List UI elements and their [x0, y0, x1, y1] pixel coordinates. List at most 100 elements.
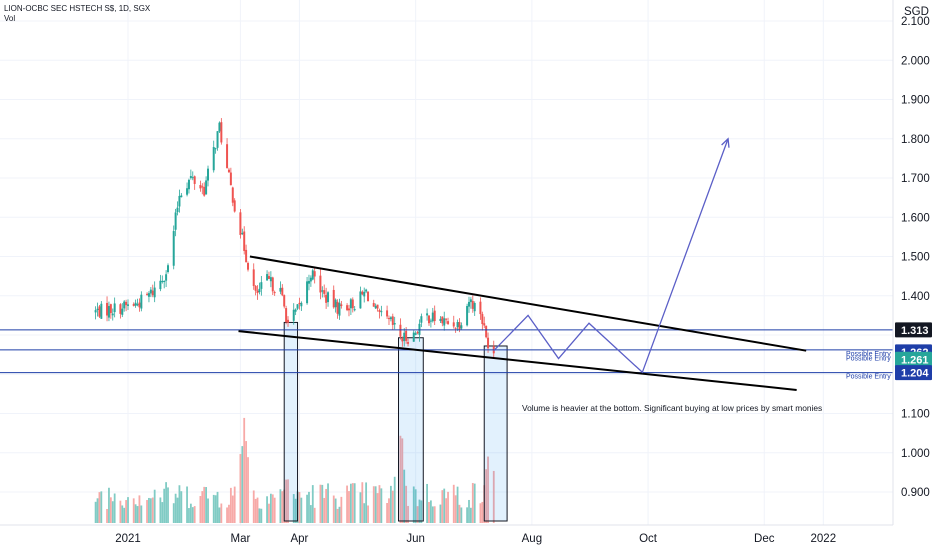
- volume-bar: [151, 497, 154, 523]
- price-axis: 2.100 2.000 1.900 1.800 1.700 1.600 1.500 1.400…: [892, 0, 930, 525]
- candle-body: [471, 300, 474, 309]
- volume-bar: [176, 497, 179, 523]
- volume-bar: [119, 500, 122, 523]
- volume-bar: [148, 497, 150, 523]
- candle-body: [292, 309, 295, 321]
- volume-bar: [268, 503, 270, 523]
- candle-body: [386, 310, 389, 317]
- candle-body: [439, 318, 442, 321]
- volume-bar: [405, 485, 408, 523]
- candle-body: [378, 310, 381, 312]
- volume-bar: [471, 482, 474, 523]
- candle-body: [311, 270, 314, 280]
- candle-body: [273, 292, 276, 294]
- x-tick-label: Oct: [639, 533, 658, 545]
- forecast-arrowhead: [721, 137, 730, 148]
- candle-body: [361, 291, 364, 295]
- candle-body: [433, 310, 436, 322]
- volume-bar: [443, 488, 446, 523]
- candle-body: [187, 179, 190, 190]
- volume-bar: [241, 446, 244, 523]
- volume-bar: [466, 507, 468, 523]
- candle-body: [266, 274, 269, 281]
- volume-bar: [94, 501, 97, 523]
- candle-body: [256, 290, 259, 293]
- candle-body: [96, 308, 99, 310]
- volume-bar: [285, 479, 288, 523]
- volume-bar: [376, 493, 379, 523]
- candle-body: [127, 304, 129, 306]
- candle-body: [191, 177, 194, 179]
- y-tick-label: 1.700: [901, 173, 930, 185]
- candle-body: [338, 302, 341, 316]
- volume-bar: [431, 506, 434, 523]
- forecast-path: [493, 137, 730, 374]
- volume-bar: [412, 486, 415, 523]
- price-candles: [94, 118, 495, 360]
- candle-body: [260, 282, 263, 289]
- candle-body: [281, 287, 284, 296]
- volume-bar: [323, 497, 326, 523]
- volume-bar: [426, 483, 428, 523]
- volume-annotation: Volume is heavier at the bottom. Signifi…: [522, 403, 822, 413]
- candle-body: [456, 322, 459, 328]
- volume-bar: [256, 497, 259, 523]
- volume-bar: [220, 503, 223, 523]
- volume-bar: [365, 482, 368, 523]
- volume-bar: [271, 494, 274, 523]
- candle-body: [347, 308, 350, 311]
- candle-body: [186, 188, 189, 195]
- candle-body: [403, 332, 406, 341]
- candle-body: [426, 313, 429, 316]
- volume-bar: [399, 435, 402, 523]
- volume-bar: [106, 508, 108, 523]
- y-tick-label: 2.100: [901, 16, 930, 28]
- candle-body: [113, 303, 116, 313]
- price-badge: [895, 322, 932, 338]
- volume-bar: [321, 484, 324, 523]
- possible-entry-label: Possible Entry: [846, 374, 891, 381]
- candle-body: [349, 299, 352, 309]
- candle-body: [353, 309, 356, 311]
- candle-body: [254, 285, 257, 291]
- candle-body: [389, 317, 392, 320]
- candle-body: [245, 249, 248, 263]
- volume-bar: [266, 496, 268, 523]
- candle-body: [98, 306, 101, 317]
- volume-bar: [468, 499, 470, 523]
- volume-bar: [391, 490, 394, 523]
- volume-bar: [153, 489, 156, 523]
- trendline: [238, 330, 797, 391]
- volume-bar: [273, 497, 276, 523]
- candle-body: [147, 293, 150, 297]
- candle-body: [269, 277, 272, 282]
- volume-bar: [441, 490, 444, 523]
- volume-bar: [193, 506, 196, 523]
- volume-bar: [403, 469, 406, 523]
- volume-bar: [191, 507, 194, 523]
- volume-bar: [228, 504, 230, 523]
- volume-bar: [279, 489, 282, 523]
- volume-bar: [359, 492, 362, 523]
- volume-bar: [363, 503, 366, 523]
- volume-bar: [231, 495, 234, 523]
- volume-bar: [380, 488, 383, 523]
- candle-body: [138, 302, 141, 308]
- candle-body: [469, 299, 472, 303]
- candle-body: [243, 231, 246, 251]
- volume-bar: [313, 507, 316, 523]
- candle-body: [106, 302, 109, 316]
- currency-label: SGD: [904, 6, 929, 18]
- volume-bar: [361, 482, 364, 523]
- trendline: [249, 255, 807, 352]
- volume-bar: [336, 508, 339, 523]
- volume-bar: [388, 498, 390, 523]
- volume-bar: [121, 505, 124, 523]
- candle-body: [214, 148, 217, 150]
- candle-body: [283, 295, 286, 307]
- candle-body: [351, 299, 354, 309]
- highlight-box: [398, 337, 424, 522]
- candle-body: [321, 290, 324, 292]
- candle-body: [372, 303, 375, 307]
- volume-bar: [212, 494, 215, 523]
